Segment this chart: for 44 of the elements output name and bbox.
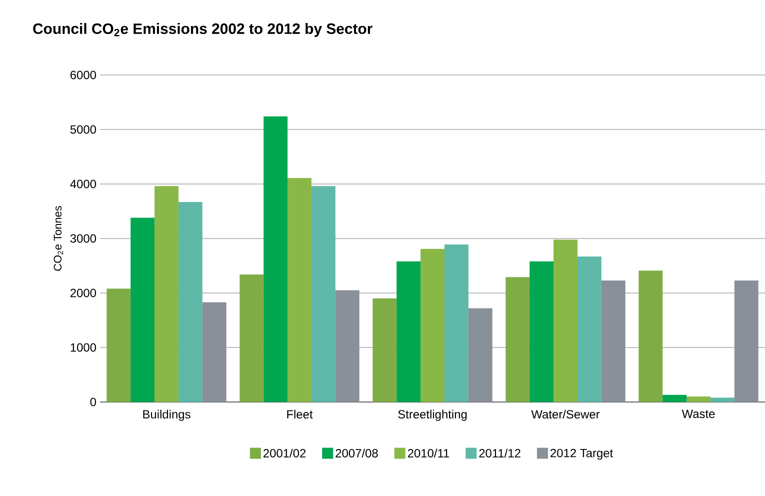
legend-label: 2010/11 (408, 448, 450, 458)
bar (710, 398, 734, 402)
x-tick-label: Water/Sewer (531, 410, 600, 419)
bar (130, 218, 155, 402)
bar (734, 280, 758, 402)
chart-title: Council CO$_{2}$e Emissions 2002 to 2012 by Sector (33, 23, 372, 37)
bar (154, 186, 178, 402)
bar (468, 308, 492, 402)
legend-label: 2007/08 (336, 448, 378, 458)
y-tick-label: 0 (90, 398, 96, 406)
bar (311, 186, 336, 402)
bar (372, 298, 397, 402)
x-tick-label: Streetlighting (398, 410, 467, 421)
bar (601, 280, 626, 402)
legend-label: 2011/12 (479, 448, 520, 458)
x-tick-label: Waste (682, 410, 715, 418)
bar (638, 270, 663, 402)
bar (396, 261, 421, 402)
x-tick-label: Buildings (143, 410, 190, 421)
bar (288, 178, 312, 402)
y-axis-title: CO$_{2}$e Tonnes (54, 206, 64, 271)
bar (106, 288, 131, 402)
bar (506, 277, 530, 402)
legend-label: 2001/02 (264, 448, 306, 458)
bar (178, 202, 202, 402)
bar (554, 240, 578, 402)
bar (686, 396, 710, 402)
bar (240, 274, 264, 402)
y-tick-label: 6000 (70, 70, 96, 80)
y-tick-label: 1000 (70, 343, 96, 352)
bar (662, 394, 687, 402)
bar (444, 244, 468, 402)
bar (420, 248, 444, 402)
x-tick-label: Fleet (287, 410, 313, 419)
bar (577, 256, 602, 402)
bar (202, 302, 226, 402)
bar (335, 290, 360, 402)
bar (264, 116, 288, 402)
legend-label: 2012 Target (550, 448, 613, 460)
y-tick-label: 2000 (70, 288, 96, 298)
y-tick-label: 5000 (70, 125, 96, 134)
bar (530, 261, 554, 402)
y-tick-label: 4000 (70, 180, 96, 188)
y-tick-label: 3000 (70, 234, 96, 243)
